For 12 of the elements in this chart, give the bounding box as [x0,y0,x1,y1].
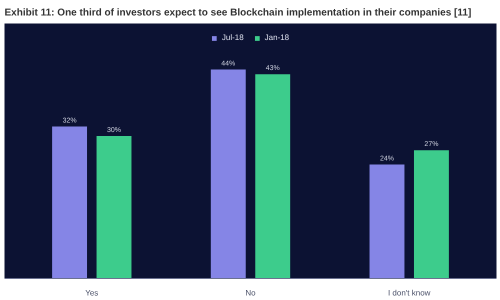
x-tick-label: No [245,288,256,298]
bar [414,150,449,278]
legend-label: Jan-18 [264,33,290,42]
chart-title: Exhibit 11: One third of investors expect to see Blockchain implementation in their companies [11] [4,8,472,18]
x-tick-label: Yes [85,288,98,298]
bar [52,126,88,278]
bar [210,69,246,278]
bar [255,74,290,278]
bar [96,136,132,278]
x-tick-label: I don't know [388,288,431,298]
bar [370,164,404,278]
legend-label: Jul-18 [222,33,244,42]
